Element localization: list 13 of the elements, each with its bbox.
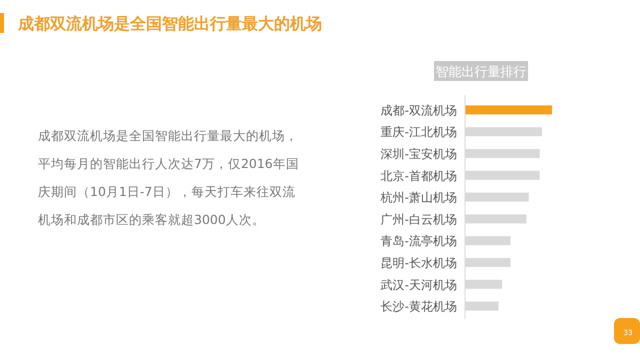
y-tick-label: 昆明-长水机场 bbox=[380, 256, 457, 270]
y-tick-label: 深圳-宝安机场 bbox=[380, 147, 457, 161]
y-tick-label: 重庆-江北机场 bbox=[380, 125, 457, 140]
y-tick-label: 长沙-黄花机场 bbox=[380, 300, 457, 314]
y-tick-label: 广州-白云机场 bbox=[380, 212, 457, 226]
y-tick-label: 杭州-萧山机场 bbox=[380, 190, 457, 205]
bar bbox=[465, 105, 552, 114]
y-tick-label: 武汉-天河机场 bbox=[380, 278, 457, 292]
y-tick-label: 北京-首都机场 bbox=[380, 168, 457, 183]
y-tick-label: 成都-双流机场 bbox=[380, 103, 457, 118]
heading: 成都双流机场是全国智能出行量最大的机场 bbox=[18, 14, 322, 33]
text: 成都双流机场是全国智能出行量最大的机场，平均每月的智能出行人次达7万，仅2016年国庆期间（10月1日-7日），每天打车来往双流机场和成都市区的乘客就超3000人次。 bbox=[38, 128, 299, 227]
y-tick-label: 青岛-流亭机场 bbox=[380, 234, 457, 248]
